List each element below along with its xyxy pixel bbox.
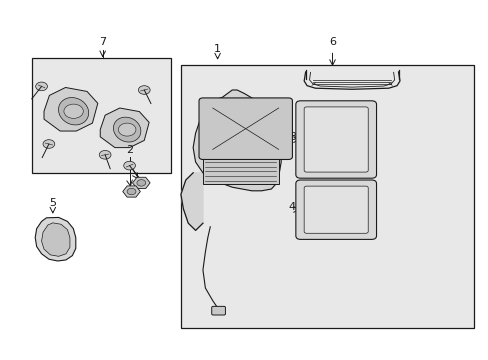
FancyBboxPatch shape — [304, 186, 367, 233]
FancyBboxPatch shape — [199, 98, 292, 159]
Text: 4: 4 — [288, 202, 295, 212]
Ellipse shape — [113, 117, 141, 142]
Polygon shape — [35, 217, 76, 261]
Text: 6: 6 — [328, 37, 335, 47]
Bar — [181, 65, 473, 328]
Bar — [32, 58, 171, 173]
Circle shape — [99, 150, 111, 159]
Polygon shape — [41, 223, 70, 256]
Circle shape — [123, 161, 135, 170]
FancyBboxPatch shape — [211, 306, 225, 315]
Circle shape — [138, 86, 150, 94]
Polygon shape — [193, 90, 281, 191]
Polygon shape — [181, 173, 203, 230]
Polygon shape — [100, 108, 149, 148]
Circle shape — [137, 180, 145, 186]
Text: 7: 7 — [99, 37, 106, 47]
Polygon shape — [122, 186, 140, 197]
Text: 2: 2 — [126, 145, 133, 155]
Ellipse shape — [59, 98, 88, 125]
FancyBboxPatch shape — [203, 159, 278, 184]
Circle shape — [127, 188, 136, 195]
FancyBboxPatch shape — [295, 180, 376, 239]
FancyBboxPatch shape — [295, 101, 376, 178]
Polygon shape — [44, 87, 98, 131]
Circle shape — [36, 82, 47, 91]
Text: 1: 1 — [214, 44, 221, 54]
Circle shape — [43, 140, 55, 148]
Text: 5: 5 — [49, 198, 56, 208]
Circle shape — [64, 104, 83, 118]
FancyBboxPatch shape — [304, 107, 367, 172]
Polygon shape — [132, 177, 150, 189]
Text: 3: 3 — [288, 132, 295, 142]
Circle shape — [118, 123, 136, 136]
